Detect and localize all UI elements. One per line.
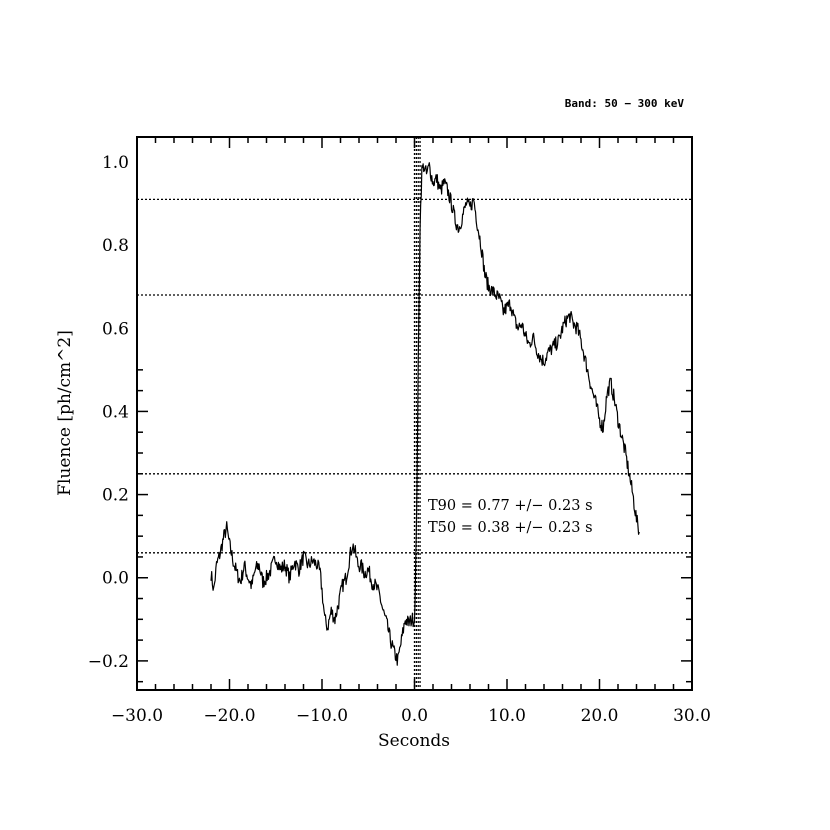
y-axis-label: Fluence [ph/cm^2] (55, 330, 75, 496)
y-tick-label: 0.6 (102, 319, 129, 339)
band-label: Band: 50 − 300 keV (565, 97, 685, 110)
y-tick-label: −0.2 (88, 652, 129, 672)
y-tick-label: 0.2 (102, 486, 129, 506)
y-tick-labels: −0.2 0.0 0.2 0.4 0.6 0.8 1.0 (88, 153, 129, 672)
series-layer (210, 162, 640, 666)
x-tick-label: 0.0 (401, 706, 428, 726)
axis-ticks (136, 137, 693, 690)
x-tick-label: 10.0 (488, 706, 526, 726)
x-axis-label: Seconds (378, 731, 450, 751)
x-tick-label: −20.0 (203, 706, 255, 726)
annotation-text: T90 = 0.77 +/− 0.23 s (428, 498, 593, 514)
y-tick-label: 0.0 (102, 569, 129, 589)
x-tick-label: −30.0 (111, 706, 163, 726)
y-tick-label: 0.4 (102, 402, 129, 422)
y-tick-label: 1.0 (102, 153, 129, 173)
x-tick-label: 30.0 (673, 706, 711, 726)
x-tick-label: 20.0 (581, 706, 619, 726)
series-line (210, 162, 640, 666)
y-tick-label: 0.8 (102, 236, 129, 256)
annotations: T90 = 0.77 +/− 0.23 s T50 = 0.38 +/− 0.23… (428, 498, 593, 536)
annotation-text: T50 = 0.38 +/− 0.23 s (428, 520, 593, 536)
x-tick-label: −10.0 (296, 706, 348, 726)
x-tick-labels: −30.0 −20.0 −10.0 0.0 10.0 20.0 30.0 (111, 706, 711, 726)
